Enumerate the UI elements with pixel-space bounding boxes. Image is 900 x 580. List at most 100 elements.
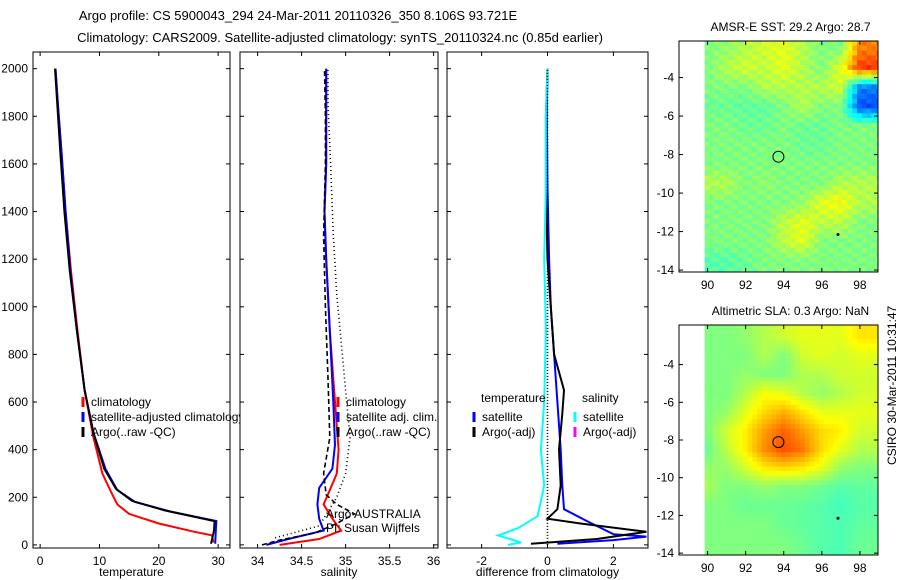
map-cell xyxy=(814,452,820,458)
map-cell xyxy=(823,127,829,133)
map-cell xyxy=(871,79,877,85)
map-cell xyxy=(861,108,868,114)
island-marker xyxy=(836,232,840,236)
map-cell xyxy=(823,41,829,47)
map-cell xyxy=(819,348,825,354)
map-cell xyxy=(704,362,710,368)
map-cell xyxy=(876,238,879,244)
map-cell xyxy=(799,527,806,533)
map-cell xyxy=(876,419,879,425)
map-cell xyxy=(833,541,839,547)
map-cell xyxy=(795,400,801,406)
map-cell xyxy=(771,180,777,186)
map-cell xyxy=(728,156,734,162)
map-cell xyxy=(799,204,806,210)
map-cell xyxy=(785,348,791,354)
map-cell xyxy=(804,214,810,220)
map-cell xyxy=(823,461,829,467)
map-cell xyxy=(847,146,853,153)
map-cell xyxy=(785,381,791,387)
map-cell xyxy=(776,527,782,533)
map-cell xyxy=(833,267,839,273)
map-cell xyxy=(799,267,806,273)
map-cell xyxy=(857,89,863,95)
map-cell xyxy=(771,209,777,215)
x-tick-label: 35.5 xyxy=(378,554,402,568)
map-cell xyxy=(866,353,872,359)
map-cell xyxy=(814,518,820,524)
map-cell xyxy=(814,461,820,467)
map-cell xyxy=(738,348,744,354)
map-cell xyxy=(723,185,730,191)
map-cell xyxy=(828,513,834,519)
map-cell xyxy=(757,424,763,430)
map-cell xyxy=(704,170,710,177)
map-cell xyxy=(861,55,868,61)
map-cell xyxy=(861,362,868,368)
map-cell xyxy=(709,433,715,439)
map-cell xyxy=(838,69,844,76)
map-cell xyxy=(809,551,815,556)
legend-label: satellite-adjusted climatology xyxy=(91,410,244,424)
map-cell xyxy=(752,527,758,533)
map-cell xyxy=(738,69,744,76)
map-cell xyxy=(780,381,787,387)
map-cell xyxy=(790,108,796,114)
map-cell xyxy=(733,142,739,148)
map-cell xyxy=(842,442,849,448)
map-cell xyxy=(766,185,772,191)
map-cell xyxy=(790,137,796,143)
map-cell xyxy=(847,424,853,430)
map-cell xyxy=(866,238,872,244)
map-cell xyxy=(766,257,772,263)
map-cell xyxy=(761,405,768,411)
map-cell xyxy=(842,93,849,100)
map-cell xyxy=(814,243,820,249)
map-cell xyxy=(776,353,782,359)
map-cell xyxy=(823,243,829,249)
map-cell xyxy=(819,103,825,109)
map-cell xyxy=(861,60,868,66)
map-cell xyxy=(852,461,858,467)
map-cell xyxy=(785,499,791,505)
map-cell xyxy=(785,170,791,177)
map-cell xyxy=(857,499,863,505)
map-cell xyxy=(838,156,844,162)
map-cell xyxy=(757,252,763,259)
map-cell xyxy=(842,50,849,56)
map-cell xyxy=(871,518,877,524)
map-cell xyxy=(876,166,879,172)
map-cell xyxy=(823,329,829,335)
map-cell xyxy=(852,518,858,524)
map-cell xyxy=(723,447,730,453)
map-cell xyxy=(742,362,749,368)
map-cell xyxy=(790,419,796,425)
map-cell xyxy=(866,247,872,254)
map-cell xyxy=(776,343,782,350)
map-cell xyxy=(847,442,853,448)
map-cell xyxy=(709,485,715,491)
map-cell xyxy=(809,185,815,191)
map-cell xyxy=(742,513,749,519)
map-cell xyxy=(776,161,782,167)
map-cell xyxy=(852,219,858,225)
map-cell xyxy=(757,504,763,510)
map-cell xyxy=(704,428,710,434)
map-cell xyxy=(795,527,801,533)
map-cell xyxy=(747,219,753,225)
map-cell xyxy=(766,367,772,373)
map-cell xyxy=(795,457,801,463)
map-cell xyxy=(728,523,734,529)
map-cell xyxy=(799,132,806,138)
map-cell xyxy=(876,98,879,105)
map-cell xyxy=(847,127,853,133)
map-cell xyxy=(842,228,849,234)
map-cell xyxy=(857,461,863,467)
map-cell xyxy=(780,93,787,100)
map-cell xyxy=(842,127,849,133)
map-cell xyxy=(714,391,720,397)
map-cell xyxy=(842,156,849,162)
map-cell xyxy=(823,409,829,415)
map-cell xyxy=(719,386,725,392)
map-cell xyxy=(742,142,749,148)
